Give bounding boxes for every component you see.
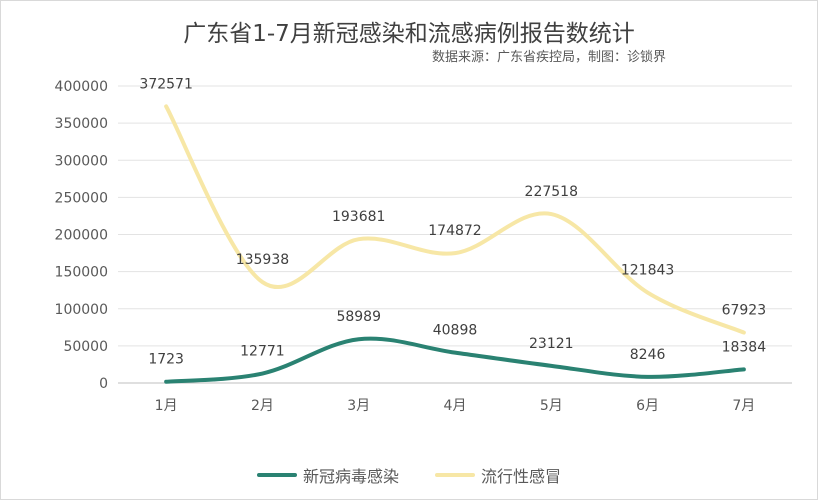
y-tick-label: 250000 bbox=[55, 190, 108, 206]
data-label: 121843 bbox=[621, 263, 674, 279]
data-label: 40898 bbox=[433, 323, 478, 339]
legend-label-covid: 新冠病毒感染 bbox=[302, 467, 399, 486]
series-line-1 bbox=[164, 104, 746, 335]
data-label: 23121 bbox=[529, 336, 574, 352]
legend-swatch-flu bbox=[435, 473, 475, 477]
series-line-0 bbox=[164, 336, 746, 384]
data-label: 58989 bbox=[336, 309, 381, 325]
y-tick-label: 100000 bbox=[55, 302, 108, 318]
x-tick-label: 2月 bbox=[251, 398, 274, 414]
y-tick-label: 200000 bbox=[55, 228, 108, 244]
data-label: 8246 bbox=[630, 347, 666, 363]
y-tick-label: 50000 bbox=[63, 339, 108, 355]
data-label: 227518 bbox=[525, 184, 578, 200]
x-tick-label: 6月 bbox=[636, 398, 659, 414]
x-tick-label: 3月 bbox=[347, 398, 370, 414]
legend-item-flu: 流行性感冒 bbox=[435, 463, 561, 487]
chart-title: 广东省1-7月新冠感染和流感病例报告数统计 bbox=[183, 21, 635, 47]
y-tick-label: 350000 bbox=[55, 116, 108, 132]
data-label: 18384 bbox=[722, 339, 767, 355]
data-label: 174872 bbox=[428, 223, 481, 239]
data-label: 193681 bbox=[332, 209, 385, 225]
legend-item-covid: 新冠病毒感染 bbox=[256, 463, 399, 487]
x-tick-label: 5月 bbox=[540, 398, 563, 414]
x-tick-label: 4月 bbox=[444, 398, 467, 414]
y-tick-label: 0 bbox=[99, 376, 108, 392]
legend: 新冠病毒感染 流行性感冒 bbox=[0, 463, 818, 487]
data-label: 135938 bbox=[236, 252, 289, 268]
y-tick-label: 300000 bbox=[55, 153, 108, 169]
chart-subtitle: 数据来源：广东省疾控局，制图：诊锁界 bbox=[431, 50, 666, 65]
data-label: 12771 bbox=[240, 344, 285, 360]
data-label: 1723 bbox=[148, 352, 184, 368]
y-tick-label: 400000 bbox=[55, 79, 108, 95]
y-tick-label: 150000 bbox=[55, 265, 108, 281]
legend-label-flu: 流行性感冒 bbox=[481, 467, 562, 486]
x-tick-label: 7月 bbox=[732, 398, 755, 414]
legend-swatch-covid bbox=[256, 473, 297, 477]
x-tick-label: 1月 bbox=[155, 398, 178, 414]
data-label: 372571 bbox=[139, 76, 192, 92]
data-label: 67923 bbox=[722, 303, 767, 319]
